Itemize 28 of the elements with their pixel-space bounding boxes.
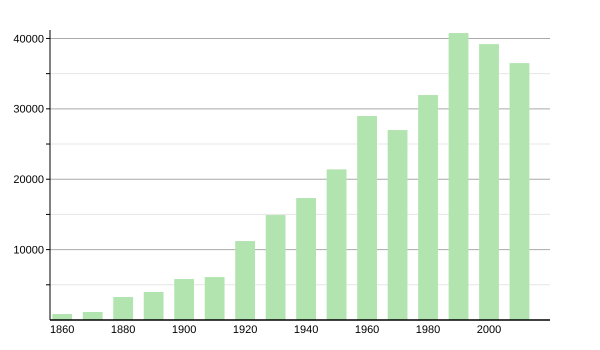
x-tick-label: 1860	[50, 324, 74, 336]
y-tick-label: 20000	[13, 174, 44, 186]
bar	[510, 63, 530, 320]
bar	[82, 312, 103, 320]
bar	[52, 314, 72, 320]
bar	[113, 296, 134, 320]
bar	[388, 130, 408, 320]
bar	[144, 292, 164, 320]
bar	[326, 169, 346, 320]
x-tick-label: 1900	[172, 324, 196, 336]
bar	[235, 241, 256, 320]
y-tick-label: 30000	[13, 104, 44, 116]
x-tick-label: 1880	[110, 324, 136, 336]
y-tick-label: 10000	[13, 244, 44, 256]
bar	[448, 33, 468, 320]
bar	[204, 277, 225, 320]
bar	[266, 215, 286, 320]
bar	[357, 116, 377, 320]
x-tick-label: 1980	[416, 324, 440, 336]
bar	[479, 44, 499, 320]
x-tick-label: 2000	[476, 324, 502, 336]
x-tick-label: 1940	[294, 324, 318, 336]
bar	[174, 279, 194, 320]
x-tick-label: 1960	[354, 324, 380, 336]
bar	[418, 95, 438, 320]
x-tick-label: 1920	[232, 324, 258, 336]
bar	[296, 198, 316, 320]
y-tick-label: 40000	[13, 33, 44, 46]
